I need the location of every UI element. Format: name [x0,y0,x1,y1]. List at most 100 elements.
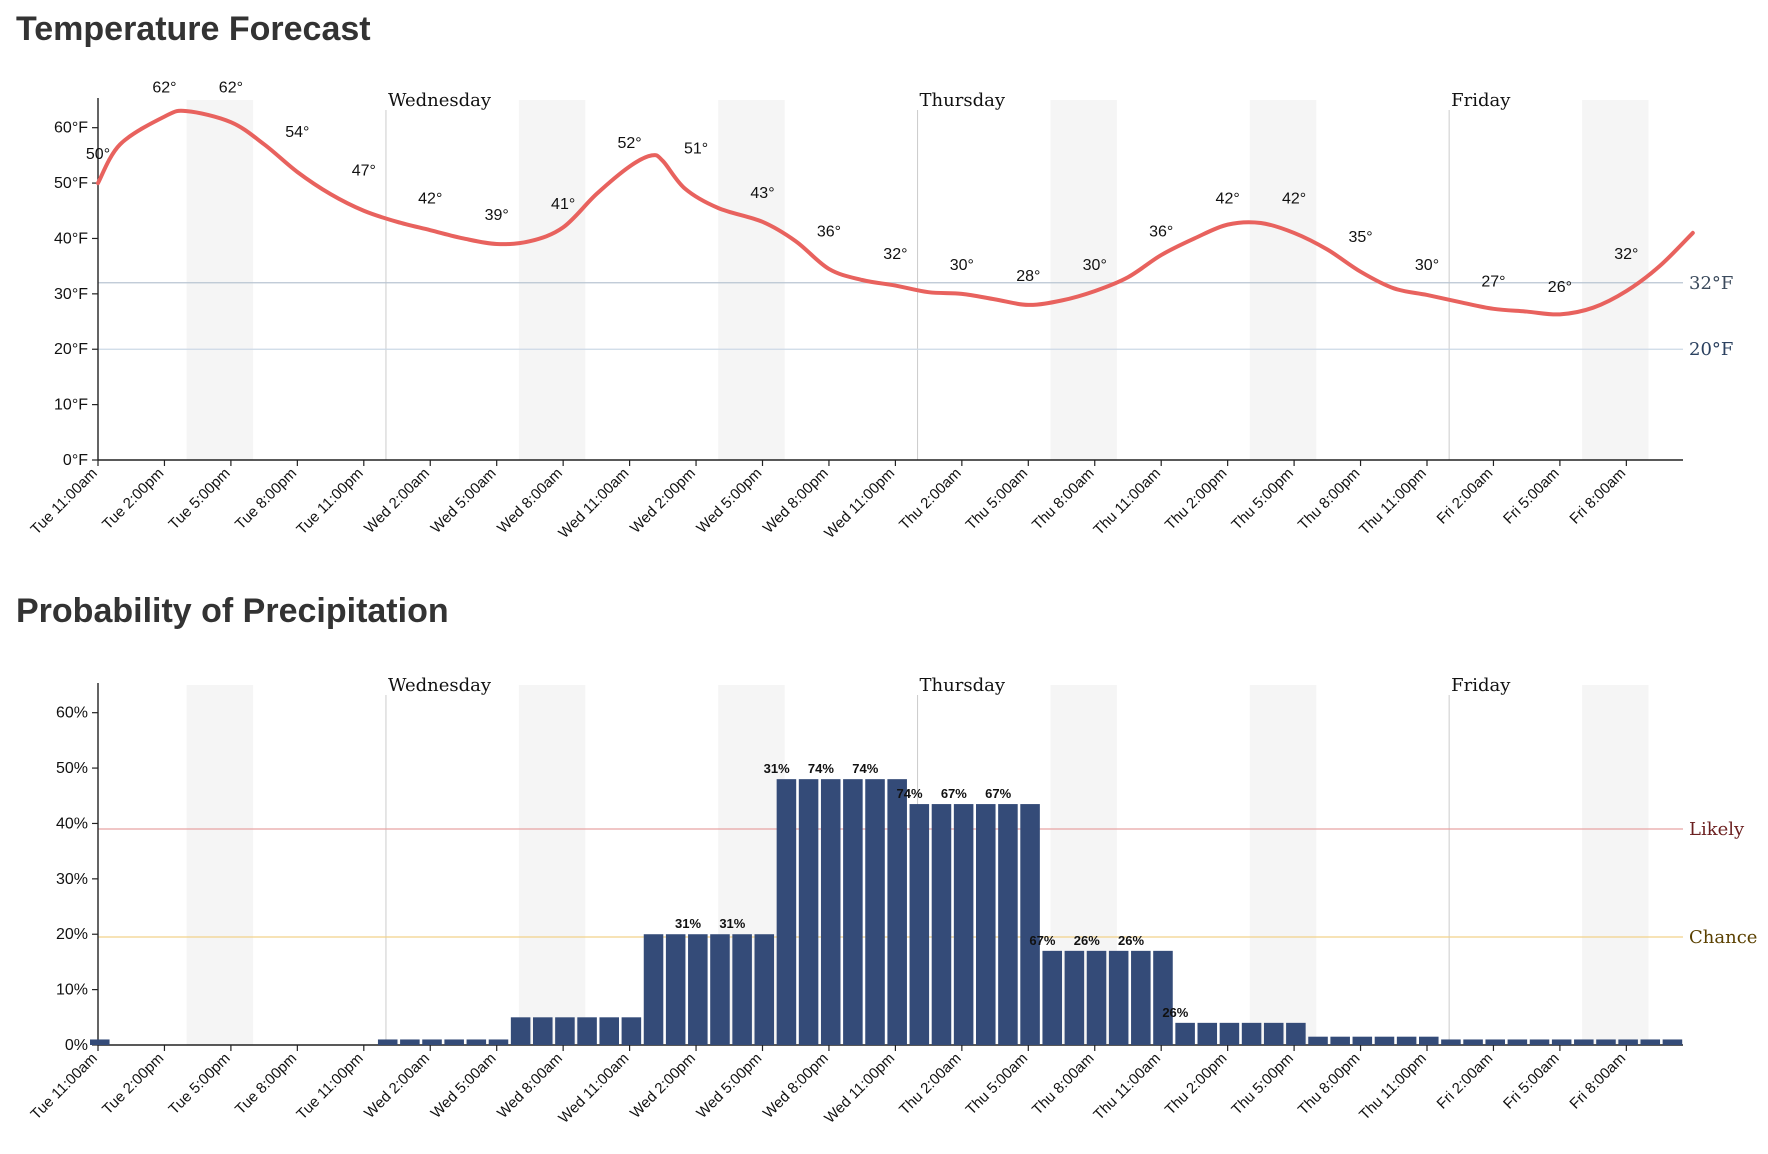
temperature-data-label: 42° [1282,190,1306,207]
x-tick-label: Wed 11:00am [555,465,632,542]
x-tick-label: Fri 2:00am [1434,1050,1497,1113]
x-tick-label: Thu 5:00pm [1228,1050,1297,1119]
y-tick-label: 50°F [54,175,88,192]
temperature-data-label: 43° [750,185,774,202]
x-tick-label: Fri 2:00am [1434,465,1497,528]
y-tick-label: 20% [56,926,88,943]
reference-label: 20°F [1689,339,1733,360]
precipitation-bar [1219,1022,1240,1045]
day-label: Friday [1451,675,1511,696]
temperature-data-label: 35° [1348,229,1372,246]
precipitation-bar [400,1039,420,1045]
precipitation-chart: Wednesday Thursday Friday Likely Chance 0% 10%… [27,675,1757,1127]
precipitation-bar [688,934,708,1045]
y-tick-label: 40°F [54,230,88,247]
x-tick-label: Wed 11:00pm [821,1050,898,1127]
precipitation-bar [754,934,775,1045]
night-band [518,685,586,1045]
precipitation-bar [1153,950,1173,1045]
x-tick-label: Tue 5:00pm [165,465,233,533]
y-tick-label: 10°F [54,397,88,414]
precipitation-bar [1507,1039,1528,1045]
night-band [186,685,254,1045]
precipitation-bar [1086,950,1107,1045]
temperature-data-label: 28° [1016,268,1040,285]
x-tick-label: Thu 5:00am [963,465,1032,534]
x-tick-label: Wed 5:00pm [693,1050,765,1122]
x-tick-label: Thu 11:00am [1090,1050,1164,1124]
x-tick-label: Wed 11:00pm [821,465,898,542]
precipitation-bar [90,1039,110,1045]
x-tick-label: Thu 5:00pm [1228,465,1297,534]
precipitation-bar [1020,804,1040,1045]
x-tick-label: Fri 5:00am [1500,465,1563,528]
x-tick-label: Thu 2:00am [896,1050,965,1119]
temperature-data-label: 47° [352,163,376,180]
precipitation-bar [798,779,819,1045]
x-tick-label: Tue 8:00pm [232,1050,300,1118]
temperature-data-label: 39° [485,207,509,224]
temperature-data-label: 50° [86,146,110,163]
precipitation-bar [510,1017,531,1045]
x-tick-label: Wed 11:00am [555,1050,632,1127]
precipitation-bar [732,934,752,1045]
y-tick-label: 30% [56,871,88,888]
temperature-data-label: 30° [1415,257,1439,274]
x-tick-label: Tue 5:00pm [165,1050,233,1118]
x-tick-label: Wed 5:00am [428,465,500,537]
y-tick-label: 10% [56,982,88,999]
precipitation-data-label: 67% [985,786,1011,801]
x-tick-label: Wed 5:00am [428,1050,500,1122]
precipitation-bar [1551,1039,1572,1045]
temperature-data-label: 27° [1481,273,1505,290]
precipitation-bar [710,934,730,1045]
x-tick-label: Wed 2:00am [361,1050,433,1122]
temperature-line [96,108,1695,317]
x-tick-label: Wed 2:00am [361,465,433,537]
x-tick-label: Thu 2:00pm [1162,465,1231,534]
precipitation-bar [865,779,885,1045]
temperature-data-label: 36° [817,224,841,241]
precipitation-data-label: 26% [1118,933,1144,948]
temperature-data-label: 26° [1548,279,1572,296]
y-tick-label: 0°F [63,452,88,469]
precipitation-bar [1352,1036,1373,1045]
precipitation-bar [1263,1022,1284,1045]
temperature-data-label: 30° [1083,257,1107,274]
precipitation-bar [466,1039,487,1045]
precipitation-bar [1640,1039,1661,1045]
night-band [718,100,785,460]
temperature-data-label: 62° [219,80,243,97]
temperature-data-label: 52° [617,135,641,152]
temperature-data-label: 36° [1149,224,1173,241]
y-tick-label: 50% [56,760,88,777]
precipitation-bar [1662,1039,1683,1045]
temperature-data-label: 51° [684,141,708,158]
precipitation-bar [909,804,930,1045]
reference-label: Likely [1689,819,1745,840]
x-tick-label: Tue 2:00pm [99,465,167,533]
day-label: Thursday [920,90,1006,111]
x-tick-label: Wed 8:00pm [760,465,832,537]
precipitation-data-label: 74% [852,761,878,776]
precipitation-bar [665,934,686,1045]
night-band [1249,685,1317,1045]
day-label: Wednesday [388,675,492,696]
precipitation-bar [422,1039,442,1045]
precipitation-bar [1330,1036,1350,1045]
precipitation-bar [1419,1036,1439,1045]
x-tick-label: Fri 8:00am [1566,1050,1629,1113]
x-tick-label: Thu 8:00am [1029,465,1098,534]
precipitation-bar [444,1039,464,1045]
y-tick-label: 0% [65,1037,88,1054]
temperature-chart: Wednesday Thursday Friday 32°F 20°F 0°F 10°F 20… [27,80,1733,542]
precipitation-bar [843,779,863,1045]
day-label: Thursday [920,675,1006,696]
precipitation-bar [976,804,996,1045]
reference-label: Chance [1689,927,1757,948]
night-band [1050,100,1117,460]
precipitation-bar [1241,1022,1262,1045]
night-band [1582,100,1649,460]
temperature-data-label: 41° [551,196,575,213]
precipitation-bar [931,804,952,1045]
